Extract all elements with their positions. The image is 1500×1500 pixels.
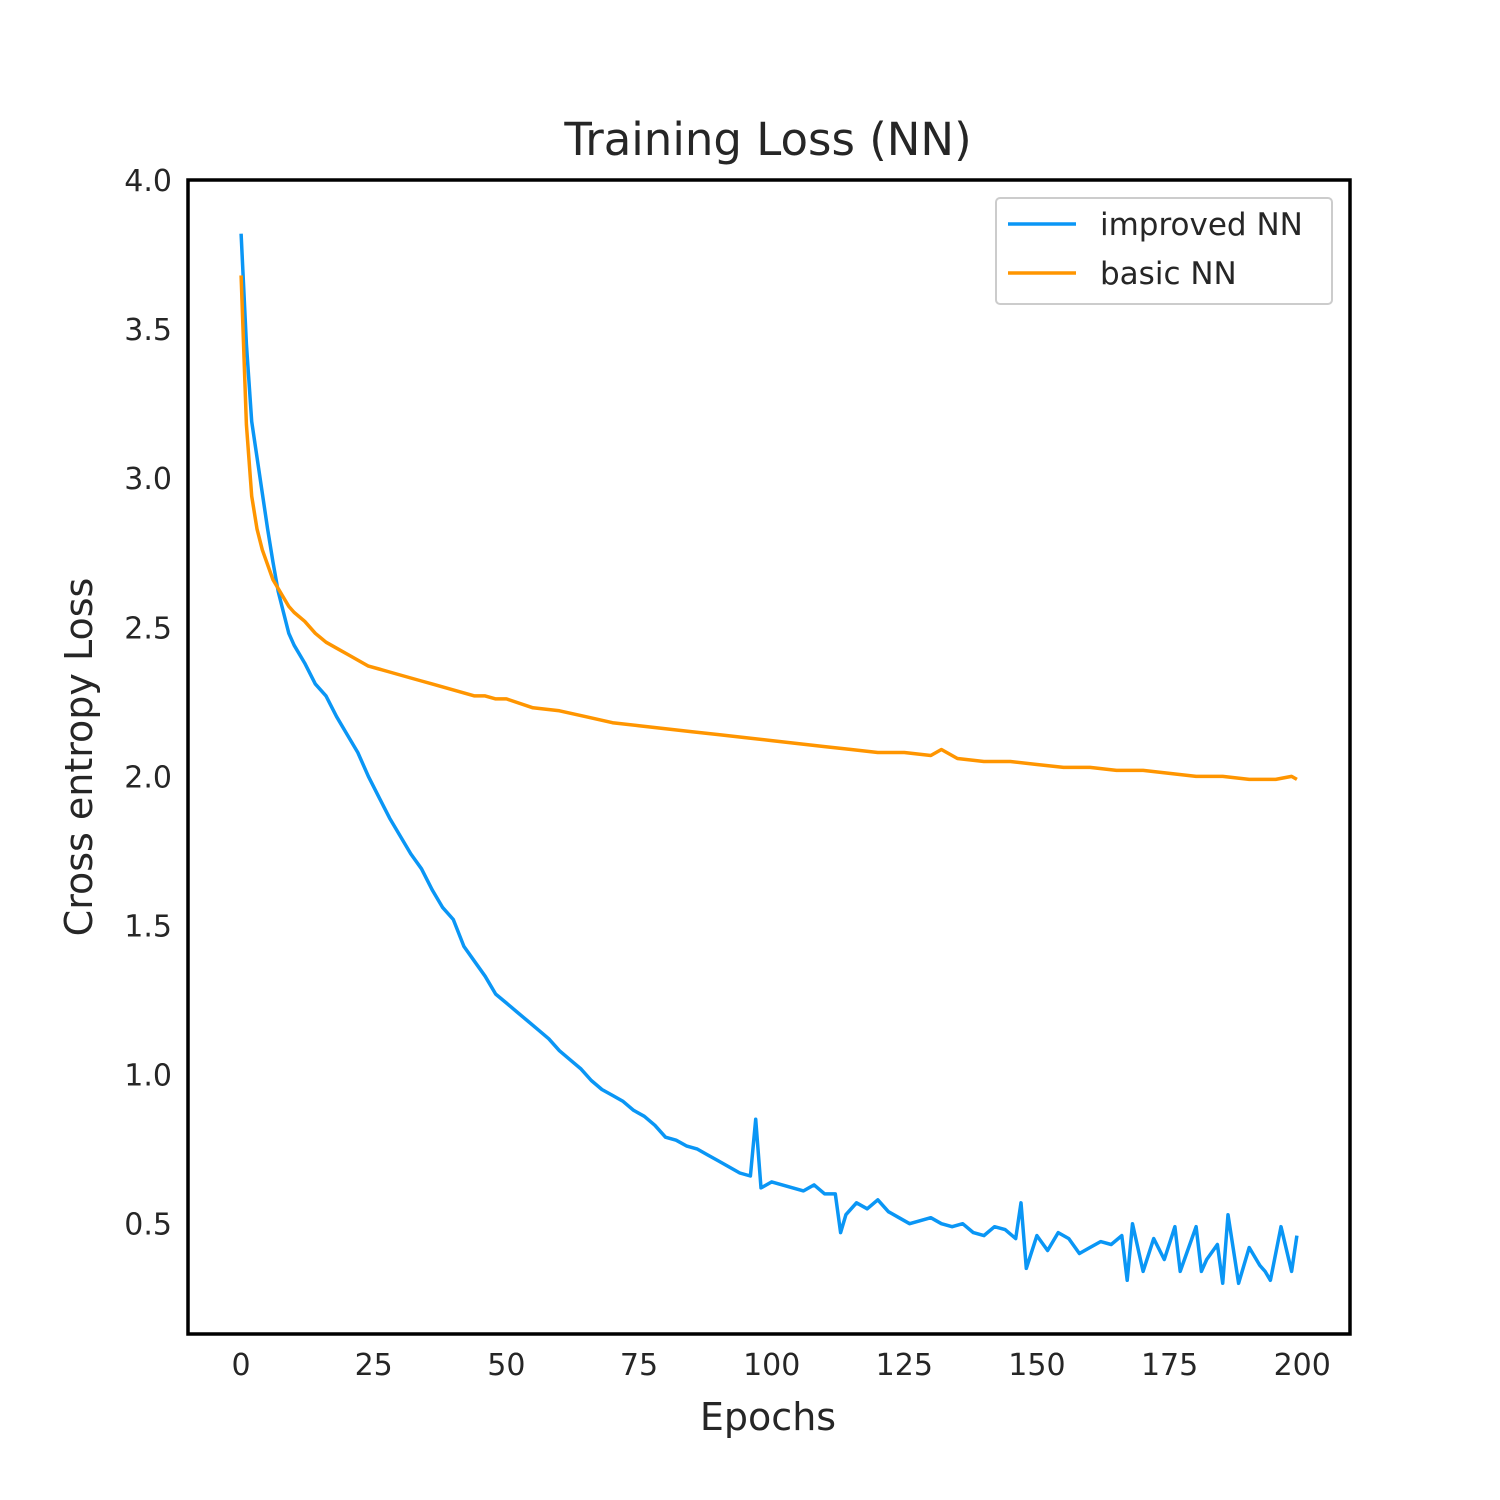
y-axis-ticks: 0.5 1.0 1.5 2.0 2.5 3.0 3.5 4.0 <box>124 164 172 1243</box>
legend: improved NN basic NN <box>995 197 1333 305</box>
y-tick-label: 3.5 <box>124 313 172 348</box>
series-line-basic-nn <box>239 275 1298 782</box>
legend-label-improved-nn: improved NN <box>1100 207 1303 243</box>
x-tick-label: 75 <box>620 1348 658 1383</box>
y-tick-label: 3.0 <box>124 462 172 497</box>
x-tick-label: 175 <box>1141 1348 1198 1383</box>
y-tick-label: 1.0 <box>124 1059 172 1094</box>
y-tick-label: 1.5 <box>124 910 172 945</box>
x-tick-label: 50 <box>487 1348 525 1383</box>
legend-label-basic-nn: basic NN <box>1100 256 1237 292</box>
legend-box <box>995 197 1333 305</box>
x-axis-ticks: 0 25 50 75 100 125 150 175 200 <box>232 1348 1331 1383</box>
series-line-improved-nn <box>239 233 1299 1286</box>
x-tick-label: 125 <box>876 1348 933 1383</box>
y-tick-label: 0.5 <box>124 1208 172 1243</box>
y-tick-label: 2.5 <box>124 611 172 646</box>
chart-title: Training Loss (NN) <box>563 113 971 166</box>
x-tick-label: 100 <box>743 1348 800 1383</box>
series-layer <box>239 233 1299 1286</box>
y-tick-label: 2.0 <box>124 760 172 795</box>
x-tick-label: 200 <box>1274 1348 1331 1383</box>
plot-frame <box>186 178 1352 1336</box>
y-tick-label: 4.0 <box>124 164 172 199</box>
x-tick-label: 150 <box>1008 1348 1065 1383</box>
x-axis-label: Epochs <box>700 1395 836 1439</box>
y-axis-label: Cross entropy Loss <box>57 578 101 937</box>
x-tick-label: 25 <box>355 1348 393 1383</box>
x-tick-label: 0 <box>232 1348 251 1383</box>
